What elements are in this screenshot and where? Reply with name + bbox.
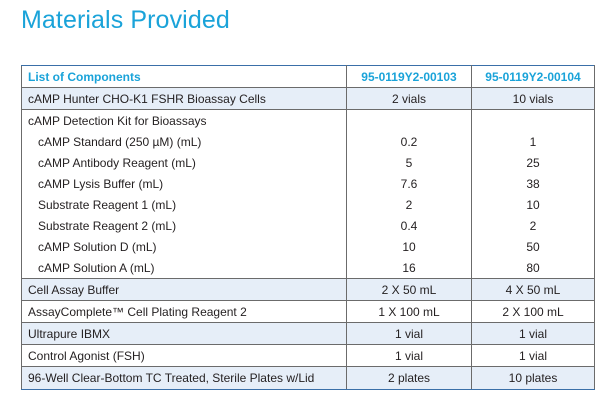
qty-00103: 0.4	[346, 215, 472, 236]
component-name: Substrate Reagent 2 (mL)	[21, 215, 347, 236]
component-name: Control Agonist (FSH)	[21, 344, 347, 367]
component-name: cAMP Solution A (mL)	[21, 257, 347, 279]
components-table: List of Components 95-0119Y2-00103 95-01…	[21, 65, 595, 390]
qty-00103: 1 vial	[346, 322, 472, 345]
qty-00104: 1	[471, 131, 595, 152]
table-row: Substrate Reagent 2 (mL) 0.4 2	[21, 215, 595, 236]
header-catalog-00104: 95-0119Y2-00104	[471, 65, 595, 88]
qty-00103: 2 plates	[346, 366, 472, 390]
component-name: cAMP Standard (250 µM) (mL)	[21, 131, 347, 152]
component-name: Cell Assay Buffer	[21, 278, 347, 301]
header-components: List of Components	[21, 65, 347, 88]
qty-00104: 38	[471, 173, 595, 194]
qty-00104	[471, 109, 595, 131]
qty-00104: 10 plates	[471, 366, 595, 390]
qty-00103: 0.2	[346, 131, 472, 152]
qty-00104: 1 vial	[471, 322, 595, 345]
component-group-name: cAMP Detection Kit for Bioassays	[21, 109, 347, 131]
table-row: cAMP Solution D (mL) 10 50	[21, 236, 595, 257]
component-name: cAMP Lysis Buffer (mL)	[21, 173, 347, 194]
qty-00103	[346, 109, 472, 131]
component-name: cAMP Antibody Reagent (mL)	[21, 152, 347, 173]
qty-00103: 10	[346, 236, 472, 257]
component-name: 96-Well Clear-Bottom TC Treated, Sterile…	[21, 366, 347, 390]
qty-00103: 1 X 100 mL	[346, 300, 472, 323]
component-name: cAMP Hunter CHO-K1 FSHR Bioassay Cells	[21, 87, 347, 110]
qty-00103: 5	[346, 152, 472, 173]
qty-00104: 2 X 100 mL	[471, 300, 595, 323]
qty-00103: 2 X 50 mL	[346, 278, 472, 301]
table-row: cAMP Hunter CHO-K1 FSHR Bioassay Cells 2…	[21, 87, 595, 110]
table-row: Control Agonist (FSH) 1 vial 1 vial	[21, 344, 595, 367]
component-name: Substrate Reagent 1 (mL)	[21, 194, 347, 215]
table-row: Substrate Reagent 1 (mL) 2 10	[21, 194, 595, 215]
table-row: cAMP Antibody Reagent (mL) 5 25	[21, 152, 595, 173]
page-title: Materials Provided	[21, 6, 230, 34]
qty-00103: 2	[346, 194, 472, 215]
table-row: cAMP Solution A (mL) 16 80	[21, 257, 595, 279]
table-row: Cell Assay Buffer 2 X 50 mL 4 X 50 mL	[21, 278, 595, 301]
component-name: cAMP Solution D (mL)	[21, 236, 347, 257]
table-row: 96-Well Clear-Bottom TC Treated, Sterile…	[21, 366, 595, 390]
table-header-row: List of Components 95-0119Y2-00103 95-01…	[21, 65, 595, 88]
qty-00103: 7.6	[346, 173, 472, 194]
qty-00104: 10	[471, 194, 595, 215]
qty-00103: 1 vial	[346, 344, 472, 367]
header-catalog-00103: 95-0119Y2-00103	[346, 65, 472, 88]
qty-00103: 2 vials	[346, 87, 472, 110]
component-name: AssayComplete™ Cell Plating Reagent 2	[21, 300, 347, 323]
qty-00104: 25	[471, 152, 595, 173]
table-row: cAMP Standard (250 µM) (mL) 0.2 1	[21, 131, 595, 152]
table-row: cAMP Lysis Buffer (mL) 7.6 38	[21, 173, 595, 194]
qty-00103: 16	[346, 257, 472, 279]
qty-00104: 50	[471, 236, 595, 257]
qty-00104: 80	[471, 257, 595, 279]
qty-00104: 2	[471, 215, 595, 236]
qty-00104: 1 vial	[471, 344, 595, 367]
component-name: Ultrapure IBMX	[21, 322, 347, 345]
qty-00104: 4 X 50 mL	[471, 278, 595, 301]
table-row: Ultrapure IBMX 1 vial 1 vial	[21, 322, 595, 345]
table-row: cAMP Detection Kit for Bioassays	[21, 109, 595, 131]
qty-00104: 10 vials	[471, 87, 595, 110]
table-row: AssayComplete™ Cell Plating Reagent 2 1 …	[21, 300, 595, 323]
